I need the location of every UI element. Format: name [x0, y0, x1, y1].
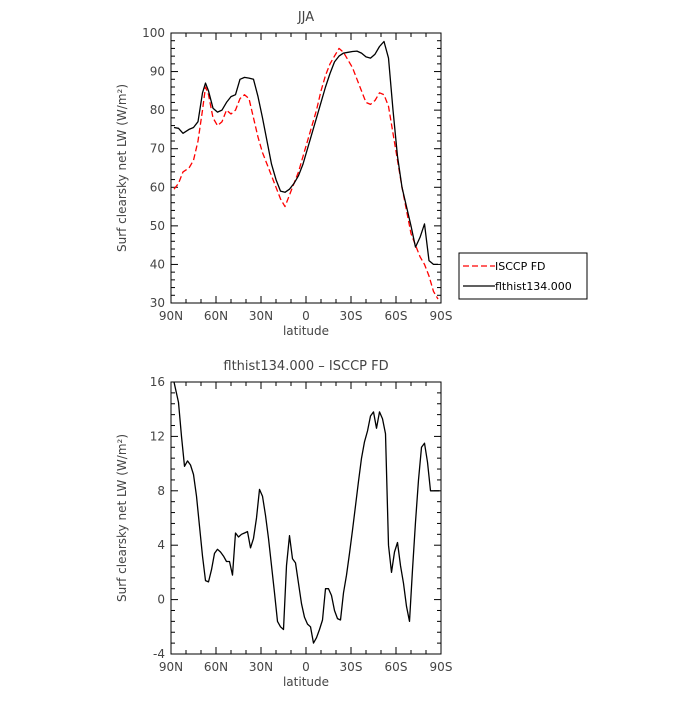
- y-tick-label: 8: [157, 484, 165, 498]
- series-line: [173, 40, 438, 266]
- legend-box: [458, 252, 588, 300]
- x-tick-label: 90N: [159, 309, 183, 323]
- y-tick-label: 50: [150, 219, 165, 233]
- legend-label: ISCCP FD: [495, 260, 546, 273]
- chart-title: JJA: [297, 10, 314, 25]
- y-tick-label: 80: [150, 103, 165, 117]
- x-axis-label: latitude: [283, 675, 329, 689]
- x-tick-label: 30N: [249, 309, 273, 323]
- y-tick-label: 40: [150, 257, 165, 271]
- y-axis-label: Surf clearsky net LW (W/m²): [115, 84, 129, 252]
- y-tick-label: 4: [157, 538, 165, 552]
- y-tick-label: 30: [150, 296, 165, 310]
- y-tick-label: 16: [150, 375, 165, 389]
- x-tick-label: 90S: [430, 309, 453, 323]
- y-tick-label: 12: [150, 429, 165, 443]
- x-tick-label: 90N: [159, 660, 183, 674]
- x-axis-label: latitude: [283, 324, 329, 338]
- x-tick-label: 0: [302, 309, 310, 323]
- x-tick-label: 60N: [204, 309, 228, 323]
- x-tick-label: 60S: [385, 309, 408, 323]
- y-tick-label: 100: [142, 26, 165, 40]
- x-tick-label: 30S: [340, 660, 363, 674]
- series-line: [173, 381, 440, 644]
- y-axis-label: Surf clearsky net LW (W/m²): [115, 434, 129, 602]
- y-tick-label: 70: [150, 142, 165, 156]
- y-tick-label: 90: [150, 65, 165, 79]
- x-tick-label: 60N: [204, 660, 228, 674]
- legend-label: flthist134.000: [495, 280, 572, 293]
- chart-title: flthist134.000 – ISCCP FD: [223, 359, 388, 374]
- series-line: [173, 47, 439, 300]
- x-tick-label: 30S: [340, 309, 363, 323]
- y-tick-label: 60: [150, 180, 165, 194]
- y-tick-label: -4: [153, 647, 165, 661]
- plot-frame: [170, 32, 442, 304]
- plot-frame: [170, 381, 442, 655]
- x-tick-label: 30N: [249, 660, 273, 674]
- y-tick-label: 0: [157, 593, 165, 607]
- x-tick-label: 90S: [430, 660, 453, 674]
- x-tick-label: 0: [302, 660, 310, 674]
- x-tick-label: 60S: [385, 660, 408, 674]
